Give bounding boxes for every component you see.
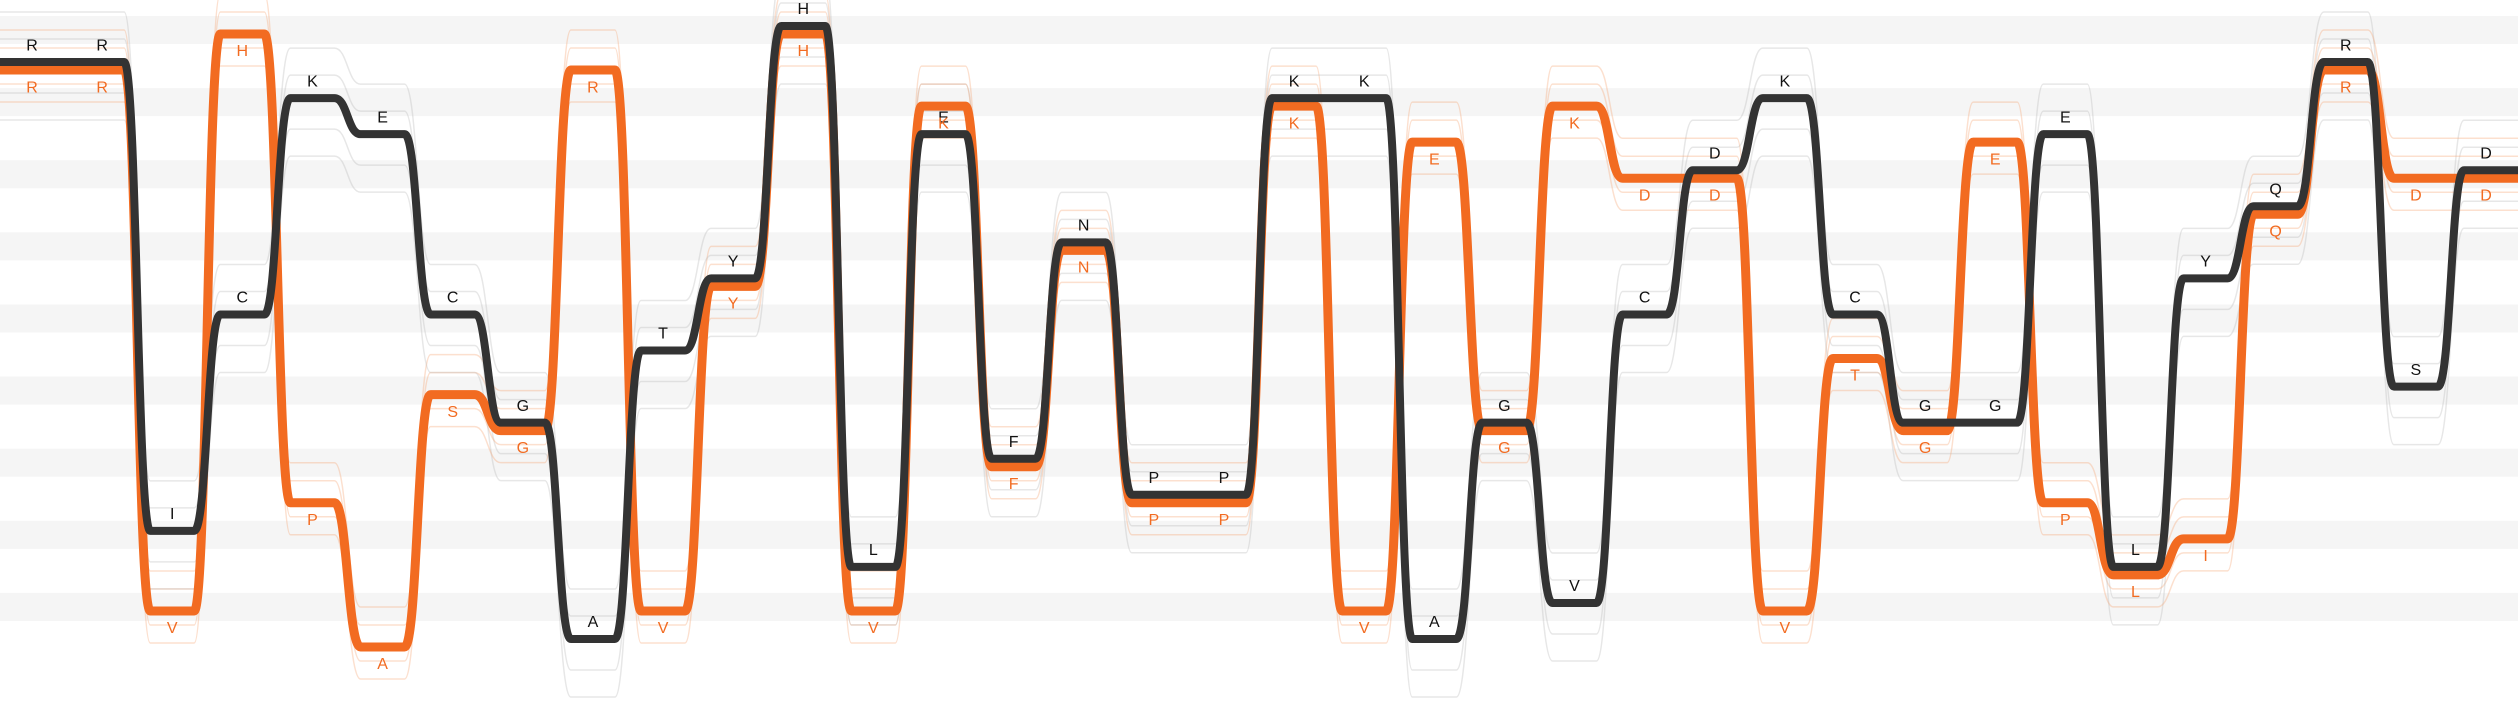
orange-label: G <box>1919 440 1931 457</box>
orange-label: V <box>868 620 879 637</box>
dark-label: A <box>588 614 599 631</box>
dark-label: K <box>1289 73 1300 90</box>
orange-label: H <box>237 43 249 60</box>
orange-label: T <box>1850 368 1860 385</box>
dark-label: C <box>1639 290 1651 307</box>
dark-label: N <box>1078 218 1090 235</box>
row-stripe <box>0 88 2518 117</box>
dark-label: R <box>96 37 108 54</box>
dark-label: P <box>1148 470 1159 487</box>
orange-label: V <box>1780 620 1791 637</box>
orange-label: E <box>1429 151 1440 168</box>
dark-label: A <box>1429 614 1440 631</box>
dark-label: K <box>307 73 318 90</box>
orange-label: E <box>1990 151 2001 168</box>
dark-label: L <box>2131 542 2140 559</box>
orange-label: R <box>587 79 599 96</box>
dark-label: H <box>797 1 809 18</box>
orange-label: G <box>1498 440 1510 457</box>
row-stripe <box>0 15 2518 45</box>
orange-label: D <box>1639 187 1651 204</box>
dark-label: K <box>1359 73 1370 90</box>
orange-label: K <box>1289 115 1300 132</box>
orange-label: I <box>2203 548 2207 565</box>
dark-label: C <box>1849 290 1861 307</box>
orange-label: D <box>2410 187 2422 204</box>
dark-label: G <box>517 398 529 415</box>
orange-label: P <box>1148 512 1159 529</box>
dark-label: F <box>1009 434 1019 451</box>
dark-label: T <box>658 326 668 343</box>
dark-label: D <box>2480 145 2492 162</box>
dark-label: V <box>1569 578 1580 595</box>
dark-label: E <box>938 109 949 126</box>
dark-label: C <box>447 290 459 307</box>
dark-label: E <box>2060 109 2071 126</box>
dark-label: R <box>26 37 38 54</box>
orange-label: R <box>2340 79 2352 96</box>
row-stripe <box>0 160 2518 189</box>
row-stripe <box>0 592 2518 621</box>
dark-track <box>0 22 2518 643</box>
orange-label: A <box>377 656 388 673</box>
orange-label: Q <box>2269 224 2281 241</box>
orange-label: P <box>1219 512 1230 529</box>
orange-label: F <box>1009 476 1019 493</box>
orange-label: R <box>26 79 38 96</box>
orange-label: G <box>517 440 529 457</box>
orange-label: S <box>447 404 458 421</box>
dark-label: Y <box>728 254 739 271</box>
dark-label: C <box>237 290 249 307</box>
orange-label: V <box>167 620 178 637</box>
orange-label: Y <box>728 296 739 313</box>
orange-label: D <box>1709 187 1721 204</box>
orange-label: N <box>1078 260 1090 277</box>
orange-label: V <box>1359 620 1370 637</box>
orange-label: H <box>797 43 809 60</box>
orange-label: P <box>307 512 318 529</box>
dark-label: G <box>1498 398 1510 415</box>
dark-label: G <box>1989 398 2001 415</box>
orange-label: R <box>96 79 108 96</box>
dark-label: E <box>377 109 388 126</box>
dark-label: Y <box>2200 254 2211 271</box>
dark-label: S <box>2411 362 2422 379</box>
dark-label: I <box>170 506 174 523</box>
dark-label: L <box>869 542 878 559</box>
orange-label: K <box>1569 115 1580 132</box>
dark-label: D <box>1709 145 1721 162</box>
dark-label: R <box>2340 37 2352 54</box>
orange-track <box>0 29 2518 652</box>
dark-label: G <box>1919 398 1931 415</box>
dark-label: Q <box>2269 182 2281 199</box>
dark-label: K <box>1780 73 1791 90</box>
orange-label: L <box>2131 584 2140 601</box>
orange-label: V <box>658 620 669 637</box>
orange-label: P <box>2060 512 2071 529</box>
dark-label: P <box>1219 470 1230 487</box>
orange-label: D <box>2480 187 2492 204</box>
row-stripe <box>0 448 2518 477</box>
orange-label: K <box>938 115 949 132</box>
